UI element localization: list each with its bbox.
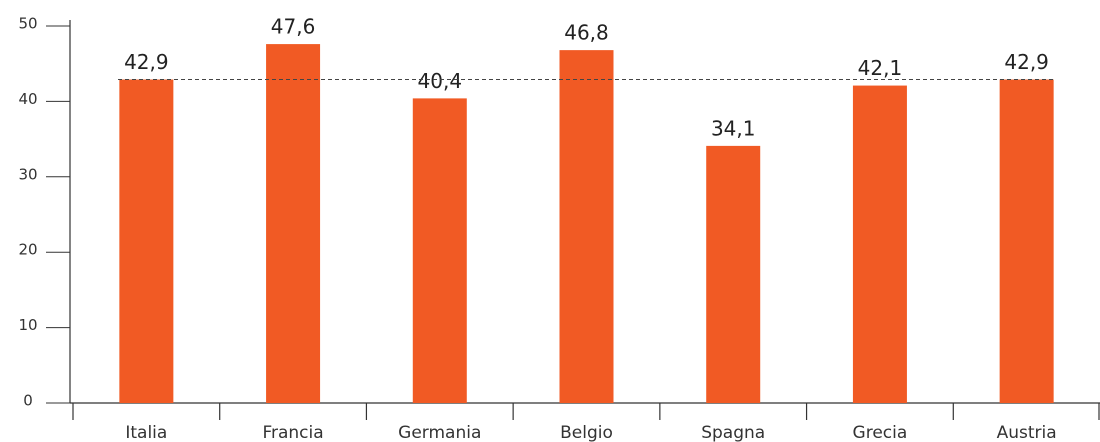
y-tick-label: 50 (18, 15, 37, 33)
bar (559, 50, 614, 404)
bar (119, 79, 174, 403)
bar (412, 98, 467, 403)
value-label: 42,9 (124, 50, 169, 74)
y-tick-label: 10 (18, 316, 37, 334)
bar (999, 79, 1054, 403)
bar (852, 85, 907, 403)
bar (706, 145, 761, 404)
value-label: 42,1 (858, 56, 903, 80)
value-label: 34,1 (711, 116, 756, 140)
x-tick-label: Spagna (701, 423, 765, 442)
x-tick-label: Germania (398, 423, 481, 442)
x-tick-label: Grecia (853, 423, 908, 442)
x-tick-label: Austria (997, 423, 1057, 442)
x-tick-label: Belgio (560, 423, 613, 442)
value-label: 40,4 (418, 69, 463, 93)
x-tick-label: Francia (262, 423, 323, 442)
bar (266, 44, 321, 403)
y-tick-label: 40 (18, 90, 37, 108)
y-tick-label: 20 (18, 241, 37, 259)
value-label: 42,9 (1004, 50, 1049, 74)
y-tick-label: 0 (23, 392, 33, 410)
value-label: 46,8 (564, 21, 609, 45)
value-label: 47,6 (271, 15, 316, 39)
x-tick-label: Italia (125, 423, 167, 442)
y-tick-label: 30 (18, 165, 37, 183)
